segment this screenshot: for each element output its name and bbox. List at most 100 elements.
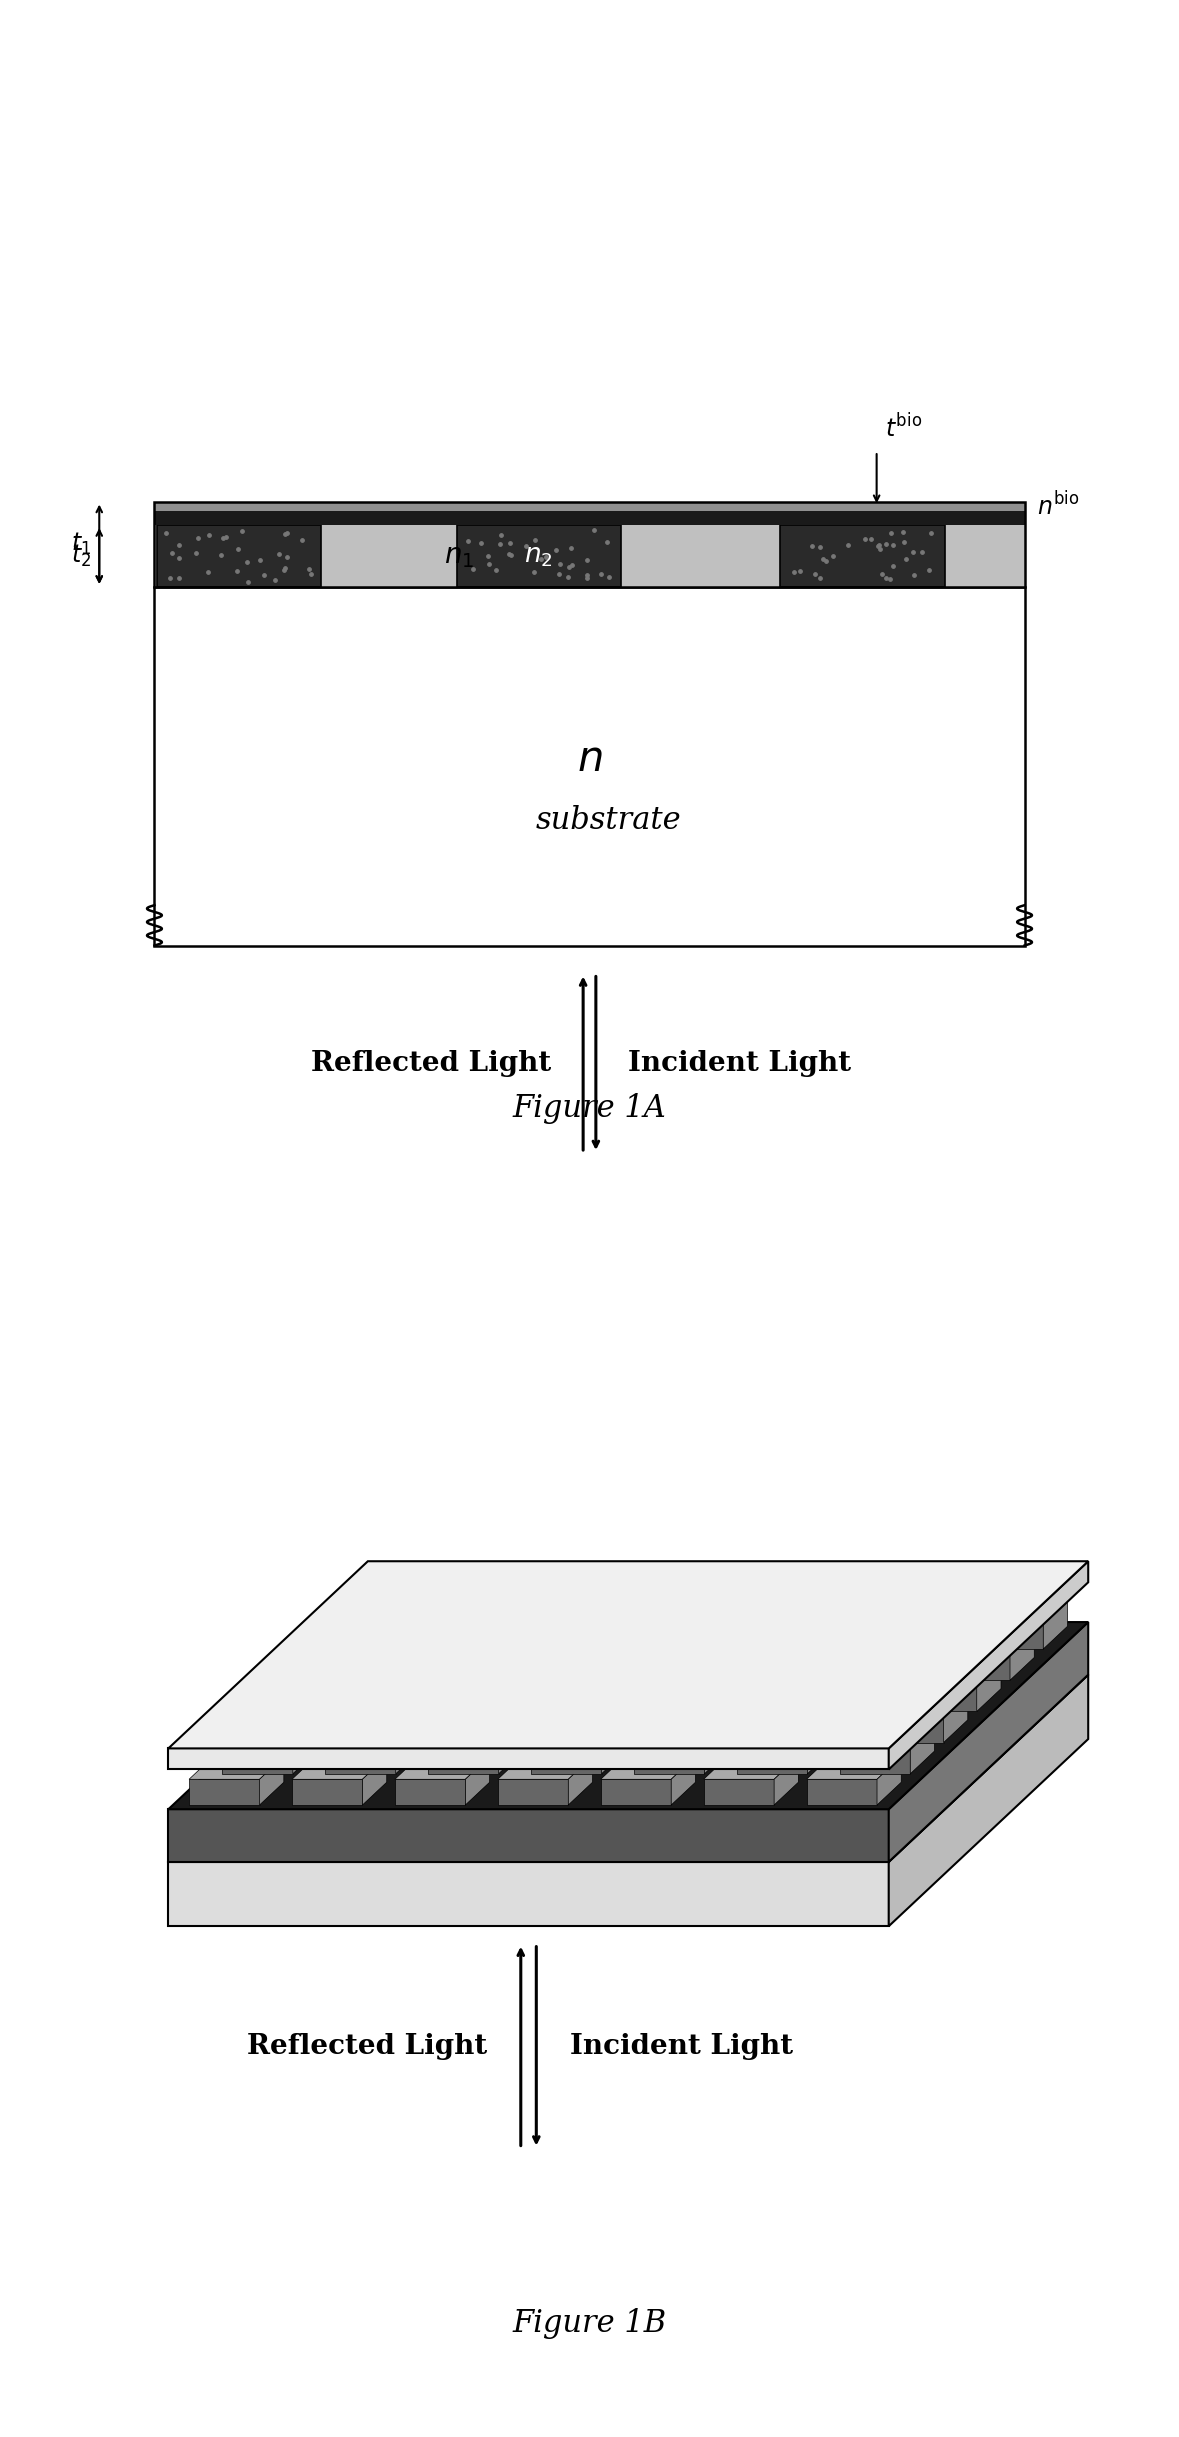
Polygon shape xyxy=(841,1694,865,1742)
Polygon shape xyxy=(837,1633,931,1655)
Bar xyxy=(780,526,946,587)
Point xyxy=(228,551,246,590)
Polygon shape xyxy=(459,1623,528,1650)
Point xyxy=(189,519,208,558)
Polygon shape xyxy=(872,1694,968,1718)
Polygon shape xyxy=(1043,1601,1067,1650)
Point xyxy=(880,561,898,600)
Point xyxy=(856,519,875,558)
Polygon shape xyxy=(428,1725,523,1747)
Polygon shape xyxy=(169,1808,889,1862)
Polygon shape xyxy=(259,1757,284,1806)
Polygon shape xyxy=(256,1718,327,1742)
Polygon shape xyxy=(837,1601,862,1650)
Point xyxy=(894,512,913,551)
Polygon shape xyxy=(565,1718,634,1742)
Polygon shape xyxy=(704,1725,729,1774)
Polygon shape xyxy=(631,1655,702,1679)
Polygon shape xyxy=(325,1747,396,1774)
Point xyxy=(499,534,518,573)
Polygon shape xyxy=(461,1718,532,1742)
Polygon shape xyxy=(461,1694,556,1718)
Point xyxy=(239,563,258,602)
Polygon shape xyxy=(223,1747,292,1774)
Bar xyxy=(154,587,1025,946)
Point xyxy=(501,524,520,563)
Polygon shape xyxy=(292,1757,387,1779)
Polygon shape xyxy=(803,1662,898,1686)
Polygon shape xyxy=(671,1757,696,1806)
Polygon shape xyxy=(877,1757,901,1806)
Polygon shape xyxy=(599,1633,623,1679)
Polygon shape xyxy=(808,1725,831,1774)
Polygon shape xyxy=(565,1662,590,1711)
Text: Reflected Light: Reflected Light xyxy=(248,2032,488,2059)
Polygon shape xyxy=(943,1694,968,1742)
Point xyxy=(211,536,230,575)
Polygon shape xyxy=(598,1662,692,1686)
Point xyxy=(237,543,256,582)
Point xyxy=(186,534,205,573)
Polygon shape xyxy=(889,1623,1088,1862)
Polygon shape xyxy=(631,1633,725,1655)
Point xyxy=(922,514,941,553)
Polygon shape xyxy=(667,1718,738,1742)
Polygon shape xyxy=(498,1779,568,1806)
Point xyxy=(562,546,581,585)
Polygon shape xyxy=(634,1725,729,1747)
Text: $t_2$: $t_2$ xyxy=(71,543,91,570)
Point xyxy=(302,553,321,592)
Polygon shape xyxy=(738,1694,762,1742)
Point xyxy=(472,524,490,563)
Polygon shape xyxy=(169,1747,889,1769)
Point xyxy=(560,546,579,585)
Polygon shape xyxy=(495,1662,590,1686)
Point xyxy=(516,526,535,565)
Polygon shape xyxy=(428,1747,499,1774)
Bar xyxy=(457,526,621,587)
Point xyxy=(816,541,835,580)
Point xyxy=(883,546,902,585)
Polygon shape xyxy=(223,1725,317,1747)
Point xyxy=(502,536,521,575)
Polygon shape xyxy=(322,1633,417,1655)
Polygon shape xyxy=(289,1662,383,1686)
Point xyxy=(578,558,597,597)
Point xyxy=(170,524,189,563)
Point xyxy=(233,512,252,551)
Point xyxy=(170,558,189,597)
Polygon shape xyxy=(424,1633,520,1655)
Bar xyxy=(157,526,321,587)
Point xyxy=(299,548,318,587)
Point xyxy=(549,553,568,592)
Polygon shape xyxy=(700,1662,795,1686)
Polygon shape xyxy=(355,1601,450,1623)
Polygon shape xyxy=(737,1725,831,1747)
Polygon shape xyxy=(429,1694,453,1742)
Point xyxy=(558,558,577,597)
Point xyxy=(913,531,931,570)
Polygon shape xyxy=(973,1623,1043,1650)
Point xyxy=(578,541,597,580)
Point xyxy=(551,543,569,582)
Polygon shape xyxy=(976,1662,1001,1711)
Polygon shape xyxy=(839,1725,935,1747)
Point xyxy=(163,534,182,573)
Point xyxy=(871,529,890,568)
Text: substrate: substrate xyxy=(535,804,681,836)
Polygon shape xyxy=(667,1694,762,1718)
Polygon shape xyxy=(837,1655,907,1679)
Polygon shape xyxy=(528,1601,553,1650)
Polygon shape xyxy=(424,1655,495,1679)
Polygon shape xyxy=(292,1779,362,1806)
Point xyxy=(276,514,295,553)
Polygon shape xyxy=(664,1623,735,1650)
Polygon shape xyxy=(804,1633,829,1679)
Polygon shape xyxy=(632,1601,656,1650)
Polygon shape xyxy=(360,1662,383,1711)
Polygon shape xyxy=(907,1662,1001,1686)
Point xyxy=(814,539,832,578)
Polygon shape xyxy=(770,1694,865,1718)
Polygon shape xyxy=(940,1655,1010,1679)
Polygon shape xyxy=(664,1601,759,1623)
